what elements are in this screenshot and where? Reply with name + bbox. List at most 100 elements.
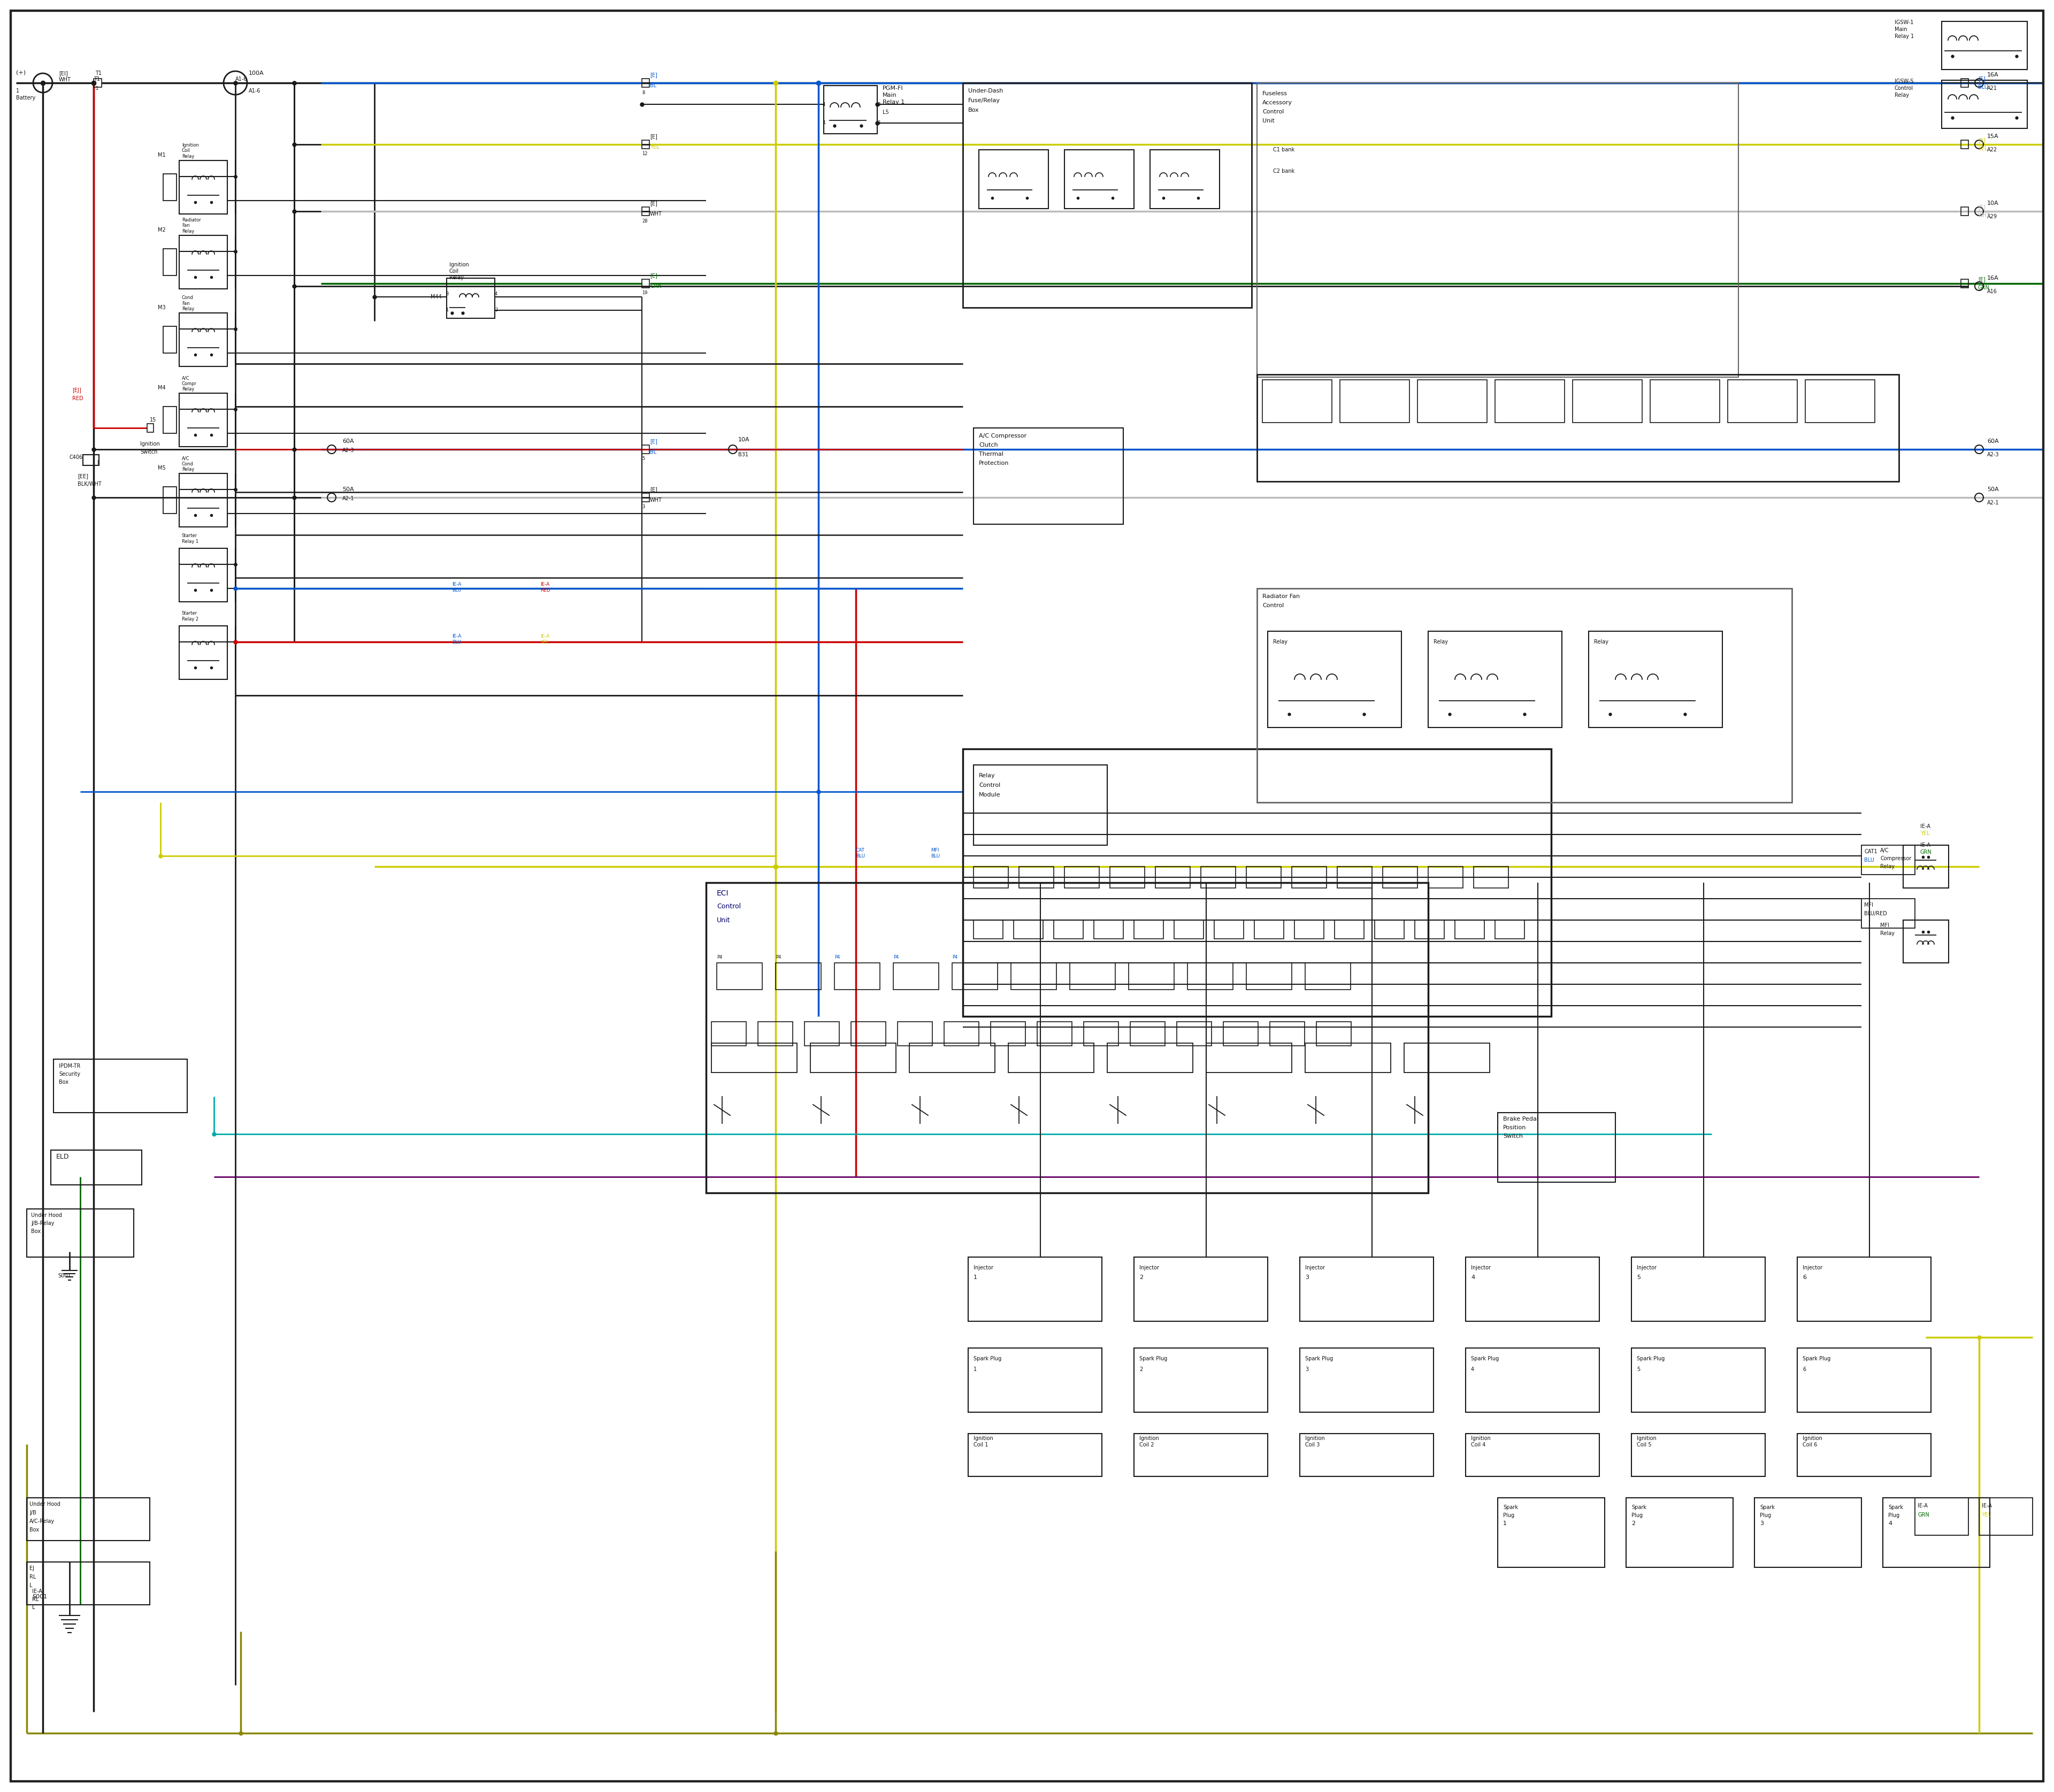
Text: Thermal: Thermal	[980, 452, 1004, 457]
Bar	[1649, 380, 1719, 423]
Text: C406: C406	[70, 455, 82, 461]
Text: 3: 3	[641, 505, 645, 509]
Text: YEL: YEL	[1920, 831, 1929, 837]
Bar	[910, 1043, 994, 1073]
Text: S001: S001	[33, 1595, 47, 1600]
Text: 1: 1	[1504, 1521, 1508, 1527]
Bar	[1263, 380, 1331, 423]
Text: Relay 1: Relay 1	[1894, 34, 1914, 39]
Bar	[1861, 898, 1914, 928]
Text: Plug: Plug	[1631, 1512, 1643, 1518]
Text: Injector: Injector	[1471, 1265, 1491, 1271]
Bar	[974, 919, 1002, 939]
Bar	[1962, 79, 1968, 88]
Bar	[805, 1021, 840, 1047]
Text: Plug: Plug	[1504, 1512, 1514, 1518]
Bar	[707, 883, 1428, 1193]
Bar	[1861, 846, 1914, 874]
Bar	[53, 1059, 187, 1113]
Bar	[1884, 1498, 1990, 1568]
Text: 2: 2	[495, 308, 497, 312]
Text: (+): (+)	[16, 70, 27, 75]
Text: Main: Main	[1894, 27, 1908, 32]
Text: 2: 2	[877, 120, 879, 125]
Bar	[1134, 1348, 1267, 1412]
Text: 1: 1	[824, 120, 826, 125]
Bar	[963, 82, 1251, 308]
Text: 4: 4	[1471, 1367, 1475, 1373]
Text: Control: Control	[717, 903, 741, 910]
Bar	[94, 79, 101, 88]
Text: M2: M2	[158, 228, 166, 233]
Bar	[1415, 919, 1444, 939]
Bar	[641, 140, 649, 149]
Text: M44: M44	[431, 294, 442, 299]
Bar	[1797, 1256, 1931, 1321]
Bar	[1154, 867, 1189, 889]
Text: P4: P4	[834, 955, 840, 961]
Bar	[1011, 962, 1056, 989]
Text: Under-Dash: Under-Dash	[967, 88, 1002, 93]
Bar	[1054, 919, 1082, 939]
Text: Control: Control	[1263, 602, 1284, 607]
Text: 3: 3	[1304, 1274, 1308, 1279]
Text: 5: 5	[641, 457, 645, 461]
Text: Box: Box	[31, 1229, 41, 1235]
Text: Position: Position	[1504, 1125, 1526, 1131]
Text: A1-6: A1-6	[236, 77, 246, 82]
Text: 1: 1	[974, 1367, 978, 1373]
Bar	[1317, 1021, 1352, 1047]
Text: ECI: ECI	[717, 889, 729, 898]
Bar	[162, 407, 177, 434]
Text: WHT: WHT	[1978, 213, 1990, 219]
Text: IE-A: IE-A	[1918, 1503, 1929, 1509]
Text: [E]: [E]	[649, 439, 657, 444]
Bar	[1495, 380, 1565, 423]
Text: 10A: 10A	[737, 437, 750, 443]
Text: Security: Security	[60, 1072, 80, 1077]
Text: C1 bank: C1 bank	[1273, 147, 1294, 152]
Text: 15: 15	[150, 418, 156, 423]
Text: Relay: Relay	[1879, 864, 1894, 869]
Bar	[824, 86, 877, 134]
Bar	[974, 428, 1124, 525]
Text: Switch: Switch	[140, 450, 158, 455]
Text: Control: Control	[1894, 86, 1914, 91]
Text: 10A: 10A	[1986, 201, 1999, 206]
Text: Relay: Relay	[1594, 640, 1608, 645]
Text: 8: 8	[641, 90, 645, 95]
Bar	[1128, 962, 1175, 989]
Bar	[1337, 867, 1372, 889]
Text: T1: T1	[94, 77, 101, 82]
Text: Box: Box	[967, 108, 980, 113]
Text: 15A: 15A	[1986, 134, 1999, 140]
Text: Coil: Coil	[450, 269, 458, 274]
Text: Clutch: Clutch	[980, 443, 998, 448]
Text: P4: P4	[893, 955, 900, 961]
Text: YEL: YEL	[1978, 145, 1988, 151]
Text: BL: BL	[649, 82, 657, 88]
Text: A/C-Relay: A/C-Relay	[29, 1518, 55, 1523]
Text: GRN: GRN	[649, 283, 661, 289]
Bar	[1206, 1043, 1292, 1073]
Text: P4: P4	[953, 955, 957, 961]
Text: 100A: 100A	[249, 70, 265, 75]
Text: [E]: [E]	[1978, 276, 1986, 281]
Bar	[974, 867, 1009, 889]
Bar	[967, 1348, 1101, 1412]
Bar	[893, 962, 939, 989]
Text: Ignition
Coil 4: Ignition Coil 4	[1471, 1435, 1491, 1448]
Text: Spark Plug: Spark Plug	[1803, 1357, 1830, 1362]
Bar	[776, 962, 822, 989]
Bar	[162, 487, 177, 514]
Text: Box: Box	[29, 1527, 39, 1532]
Text: L5: L5	[883, 109, 889, 115]
Text: Battery: Battery	[16, 95, 35, 100]
Bar	[1257, 588, 1791, 803]
Bar	[1009, 1043, 1095, 1073]
Bar	[758, 1021, 793, 1047]
Text: Spark Plug: Spark Plug	[974, 1357, 1002, 1362]
Text: 5: 5	[1637, 1367, 1641, 1373]
Bar	[1064, 151, 1134, 208]
Text: MFI: MFI	[1879, 923, 1890, 928]
